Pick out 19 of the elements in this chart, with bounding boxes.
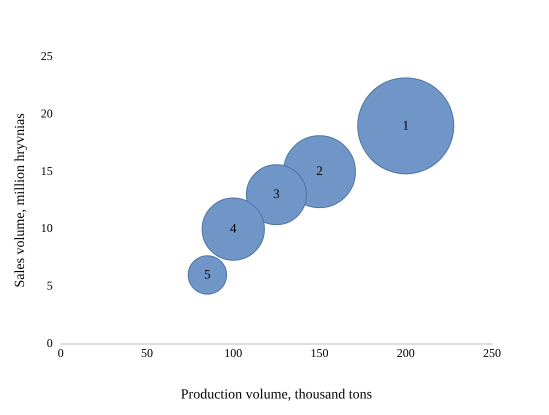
x-tick-label: 100	[224, 346, 242, 360]
x-tick-label: 50	[141, 346, 154, 360]
y-tick-label: 20	[40, 106, 53, 121]
annotation: 4	[230, 220, 238, 236]
annotation: 1	[402, 117, 410, 132]
x-tick-label: 0	[58, 346, 64, 360]
x-tick-label: 200	[396, 346, 415, 360]
annotation: 3	[273, 186, 280, 202]
annotation: 2	[316, 163, 323, 178]
y-tick-label: 10	[40, 221, 53, 236]
y-tick-label: 0	[46, 336, 53, 350]
y-tick-label: 5	[46, 278, 53, 293]
y-tick-label: 15	[40, 164, 53, 178]
annotation: 5	[204, 266, 211, 282]
x-axis-title: Production volume, thousand tons	[180, 387, 372, 402]
y-axis-title: Sales volume, million hryvnias	[13, 113, 28, 288]
y-tick-label: 25	[40, 49, 53, 64]
x-tick-label: 250	[483, 346, 501, 360]
x-tick-label: 150	[310, 346, 329, 360]
